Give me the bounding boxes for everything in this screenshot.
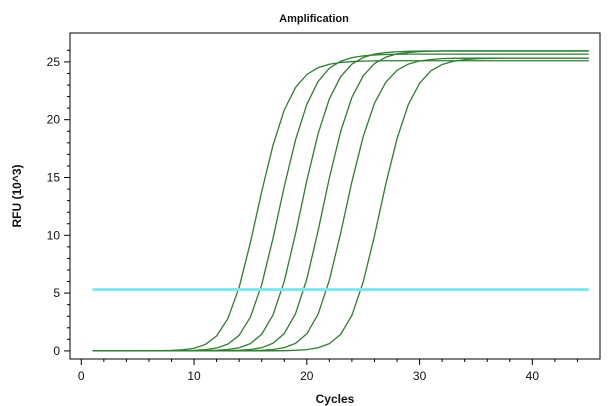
y-tick-label-1: 5 [53, 286, 60, 300]
y-tick-label-3: 15 [47, 171, 61, 185]
x-axis-label: Cycles [316, 392, 355, 406]
series-layer [92, 50, 589, 352]
x-tick-label-1: 10 [187, 369, 201, 383]
x-tick-label-2: 20 [300, 369, 314, 383]
x-tick-label-0: 0 [78, 369, 85, 383]
y-tick-label-2: 10 [47, 228, 61, 242]
chart-title: Amplification [279, 13, 349, 25]
y-tick-label-5: 25 [47, 55, 61, 69]
y-axis-label: RFU (10^3) [10, 164, 24, 227]
x-tick-label-3: 30 [413, 369, 427, 383]
y-tick-label-4: 20 [47, 113, 61, 127]
x-tick-label-4: 40 [526, 369, 540, 383]
plot-frame [69, 32, 601, 360]
amplification-curve-6[interactable] [92, 57, 589, 352]
y-axis: 0 5 10 15 20 25 [47, 49, 70, 358]
y-tick-label-0: 0 [53, 344, 60, 358]
x-axis: 0 10 20 30 40 [78, 359, 578, 383]
